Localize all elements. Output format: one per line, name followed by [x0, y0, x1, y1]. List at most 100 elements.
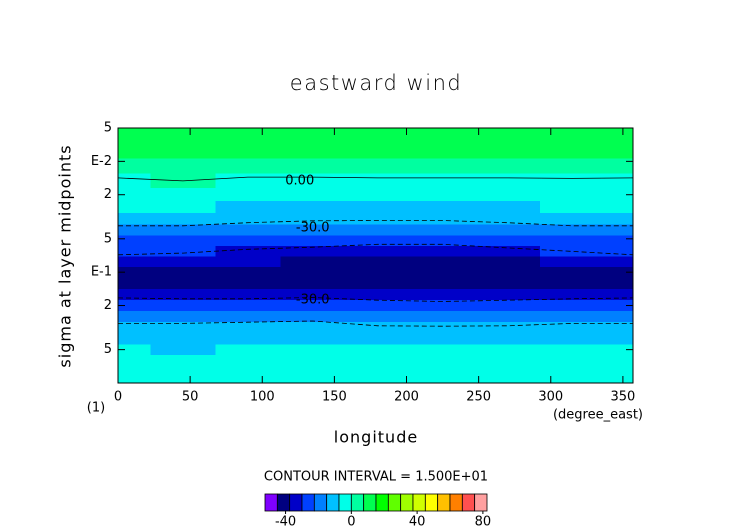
contour-cell	[602, 158, 634, 175]
contour-cell	[410, 366, 476, 377]
contour-cell	[280, 213, 346, 226]
contour-cell	[475, 300, 541, 312]
contour-cell	[602, 224, 634, 237]
contour-cell	[150, 366, 216, 377]
contour-cell	[118, 333, 152, 345]
contour-line	[117, 176, 634, 182]
contour-cell	[150, 246, 216, 258]
x-tick-label: 100	[250, 390, 275, 405]
contour-cell	[280, 256, 346, 268]
contour-cell	[215, 366, 281, 377]
contour-cell	[475, 235, 541, 247]
contour-cell	[280, 277, 346, 290]
contour-cell	[602, 366, 634, 377]
contour-cell	[345, 158, 411, 175]
contour-cell	[150, 300, 216, 312]
contour-cell	[215, 235, 281, 247]
contour-cell	[602, 266, 634, 279]
contour-cell	[215, 201, 281, 214]
contour-cell	[410, 344, 476, 356]
contour-cell	[345, 344, 411, 356]
contour-cell	[118, 344, 152, 356]
contour-cell	[602, 128, 634, 145]
contour-cell	[150, 322, 216, 335]
contour-cell	[410, 256, 476, 268]
contour-cell	[602, 355, 634, 368]
contour-cell	[280, 333, 346, 345]
contour-cell	[410, 246, 476, 258]
contour-cell	[475, 288, 541, 301]
contour-cell	[539, 224, 604, 237]
contour-fill	[118, 128, 634, 384]
contour-cell	[602, 235, 634, 247]
contour-cell	[345, 300, 411, 312]
contour-cell	[539, 173, 604, 189]
contour-cell	[118, 201, 152, 214]
contour-cell	[150, 266, 216, 279]
contour-cell	[410, 187, 476, 202]
contour-cell	[410, 333, 476, 345]
contour-cell	[475, 128, 541, 145]
colorbar-cell	[264, 493, 278, 512]
colorbar-cell	[461, 493, 476, 512]
colorbar-cell	[338, 493, 352, 512]
y-tick-label: 2	[104, 187, 112, 202]
colorbar-cell	[437, 493, 451, 512]
x-tick-label: 200	[394, 390, 419, 405]
contour-cell	[150, 277, 216, 290]
contour-cell	[215, 266, 281, 279]
contour-cell	[345, 355, 411, 368]
contour-cell	[215, 310, 281, 323]
contour-cell	[150, 310, 216, 323]
x-tick-label: 350	[610, 390, 635, 405]
colorbar-cell	[289, 493, 303, 512]
contour-cell	[539, 376, 604, 384]
contour-label: -30.0	[296, 292, 330, 307]
contour-cell	[150, 235, 216, 247]
colorbar-cell	[474, 493, 488, 512]
contour-cell	[602, 277, 634, 290]
contour-cell	[118, 310, 152, 323]
contour-cell	[345, 213, 411, 226]
contour-cell	[215, 277, 281, 290]
contour-cell	[118, 288, 152, 301]
contour-cell	[215, 322, 281, 335]
contour-cell	[280, 355, 346, 368]
y-unit: (1)	[87, 401, 105, 416]
contour-cell	[539, 235, 604, 247]
contour-cell	[475, 277, 541, 290]
contour-cell	[280, 158, 346, 175]
y-tick-label: 5	[104, 342, 112, 357]
contour-cell	[475, 213, 541, 226]
contour-cell	[150, 213, 216, 226]
colorbar-cell	[350, 493, 365, 512]
contour-cell	[345, 128, 411, 145]
contour-cell	[475, 158, 541, 175]
x-tick-label: 250	[466, 390, 491, 405]
contour-cell	[602, 213, 634, 226]
contour-cell	[539, 300, 604, 312]
contour-cell	[118, 266, 152, 279]
contour-cell	[539, 333, 604, 345]
contour-cell	[150, 376, 216, 384]
contour-cell	[150, 128, 216, 145]
contour-cell	[602, 322, 634, 335]
y-tick-label: E-2	[91, 154, 112, 169]
colorbar-cell	[313, 493, 328, 512]
contour-cell	[410, 300, 476, 312]
contour-cell	[280, 376, 346, 384]
contour-cell	[118, 355, 152, 368]
contour-cell	[410, 355, 476, 368]
contour-cell	[602, 201, 634, 214]
colorbar-cell	[424, 493, 439, 512]
contour-cell	[215, 128, 281, 145]
contour-cell	[475, 143, 541, 159]
contour-cell	[118, 256, 152, 268]
contour-cell	[602, 288, 634, 301]
contour-cell	[475, 376, 541, 384]
colorbar-cell	[276, 493, 291, 512]
contour-cell	[215, 187, 281, 202]
contour-cell	[475, 322, 541, 335]
contour-interval: CONTOUR INTERVAL = 1.500E+01	[264, 470, 488, 485]
contour-cell	[475, 366, 541, 377]
